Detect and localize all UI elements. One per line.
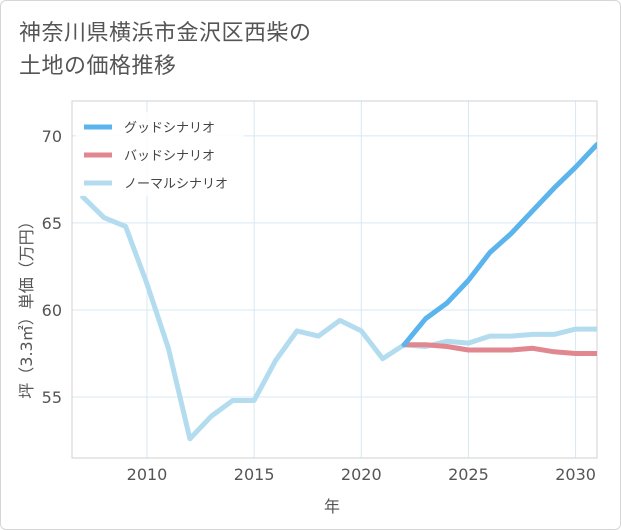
x-tick-label: 2030: [555, 465, 596, 484]
y-axis-ticks: 55 60 65 70: [42, 127, 62, 407]
chart-title-line-1: 神奈川県横浜市金沢区西柴の: [19, 21, 312, 46]
x-axis-ticks: 2010 2015 2020 2025 2030: [127, 465, 596, 484]
chart-title: 神奈川県横浜市金沢区西柴の 土地の価格推移: [19, 17, 312, 83]
plot-area: [80, 142, 597, 442]
y-axis-label: 坪（3.3㎡）単価（万円）: [17, 213, 36, 398]
x-tick-label: 2010: [127, 465, 168, 484]
legend-label-0: グッドシナリオ: [124, 121, 215, 136]
x-tick-label: 2025: [448, 465, 489, 484]
plot-frame: [71, 100, 598, 459]
x-axis-label: 年: [324, 497, 340, 516]
x-tick-label: 2020: [341, 465, 382, 484]
legend-label-2: ノーマルシナリオ: [124, 177, 228, 192]
series-line-1: [401, 342, 597, 356]
y-tick-label: 65: [42, 214, 62, 233]
x-tick-label: 2015: [234, 465, 275, 484]
y-tick-label: 60: [42, 301, 62, 320]
y-tick-label: 55: [42, 388, 62, 407]
series-line-2: [80, 194, 597, 442]
y-tick-label: 70: [42, 127, 62, 146]
chart-title-line-2: 土地の価格推移: [19, 54, 177, 79]
plot-border: [71, 100, 598, 459]
legend-label-1: バッドシナリオ: [124, 149, 215, 164]
series-line-0: [401, 142, 597, 348]
